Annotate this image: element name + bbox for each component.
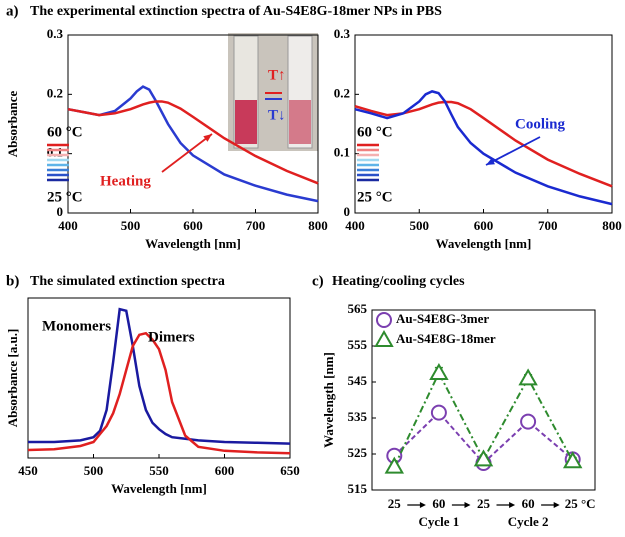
panel-label: a) [6,3,19,19]
annotation: Heating [100,173,151,189]
plot-frame [371,309,596,491]
y-tick-label: 535 [348,409,368,424]
marker [562,451,583,469]
y-tick-label: 0.2 [47,85,63,100]
panel-label: c) [312,273,324,289]
x-tick-label: 700 [246,218,266,233]
spectrum-line [27,331,291,455]
annotation: Cooling [515,116,566,132]
x-tick-label: 25 [388,496,402,511]
x-tick-label: 60 [522,496,535,511]
x-tick-label: 60 [432,496,445,511]
x-tick-label: 25 °C [565,496,596,511]
x-axis-title: Wavelength [nm] [145,236,241,251]
annotation: T↓ [268,107,286,123]
annotation: Dimers [148,329,195,345]
annotation-arrow [485,136,541,166]
y-axis-title: Absorbance [a.u.] [5,329,20,428]
annotation: T↑ [268,67,286,83]
group-label: Cycle 2 [508,514,549,529]
y-tick-label: 0.1 [47,145,63,160]
spectrum-line [354,100,613,188]
x-tick-label: 650 [280,463,300,478]
y-axis-title: Absorbance [5,91,20,158]
x-tick-label: 600 [474,218,494,233]
legend-label: Au-S4E8G-18mer [396,331,496,346]
marker [518,368,538,386]
y-tick-label: 0.3 [334,26,351,41]
legend-label: Au-S4E8G-3mer [396,311,489,326]
x-tick-label: 800 [602,218,622,233]
x-tick-label: 600 [215,463,235,478]
spectrum-line [354,90,613,206]
x-tick-label: 500 [84,463,104,478]
x-tick-label: 550 [149,463,169,478]
annotation: 25 °C [47,189,83,205]
annotation: Monomers [42,318,111,334]
y-tick-label: 0.3 [47,26,64,41]
spectrum-line [67,100,319,185]
spectrum-line [28,307,291,445]
y-tick-label: 565 [348,301,368,316]
cycle-arrow-head [419,502,426,508]
x-tick-label: 400 [58,218,78,233]
y-tick-label: 545 [348,373,368,388]
panel-label: b) [6,273,19,289]
marker [430,404,447,421]
cycle-arrow-head [509,502,516,508]
legend-marker [374,329,394,347]
panel-title: The experimental extinction spectra of A… [30,4,442,19]
x-tick-label: 25 [477,496,491,511]
y-tick-label: 0 [57,204,64,219]
annotation: 25 °C [357,189,393,205]
annotation: 60 °C [47,124,83,140]
marker [520,413,537,430]
x-axis-title: Wavelength [nm] [111,481,207,496]
x-tick-label: 700 [538,218,558,233]
cycle-arrow-head [553,502,560,508]
inset-photo [228,33,318,151]
x-tick-label: 450 [18,463,38,478]
marker [429,362,449,380]
x-tick-label: 400 [345,218,365,233]
annotation-arrow-head [203,134,212,142]
cycle-arrow-head [464,502,471,508]
annotation-arrow-head [486,158,495,165]
y-tick-label: 0 [344,204,351,219]
y-tick-label: 555 [348,337,368,352]
group-label: Cycle 1 [419,514,460,529]
y-tick-label: 0.1 [334,145,350,160]
panel-title: The simulated extinction spectra [30,274,225,289]
x-tick-label: 600 [183,218,203,233]
y-tick-label: 525 [348,445,368,460]
y-axis-title: Wavelength [nm] [321,352,336,448]
y-tick-label: 515 [348,481,368,496]
x-axis-title: Wavelength [nm] [436,236,532,251]
y-tick-label: 0.2 [334,85,350,100]
marker [384,456,405,474]
annotation-arrow [161,133,213,173]
marker [473,449,494,467]
x-tick-label: 800 [308,218,328,233]
x-tick-label: 500 [410,218,430,233]
panel-title: Heating/cooling cycles [332,274,465,289]
legend-marker [376,312,392,328]
annotation: 60 °C [357,124,393,140]
x-tick-label: 500 [121,218,141,233]
plot-frame [354,34,613,214]
